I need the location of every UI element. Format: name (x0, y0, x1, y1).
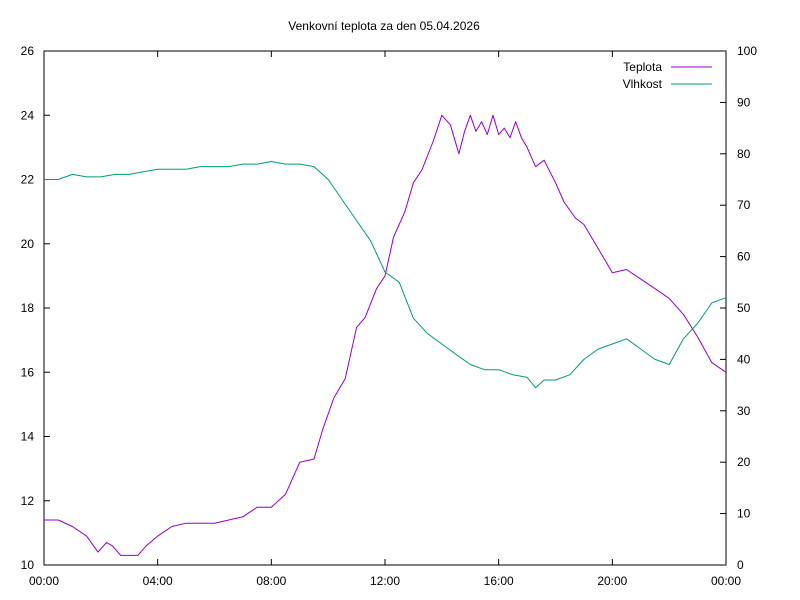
y-right-tick-label: 60 (737, 250, 751, 264)
y-right-tick-label: 30 (737, 404, 751, 418)
y-right-tick-label: 100 (737, 44, 757, 58)
x-tick-label: 20:00 (597, 574, 627, 588)
y-right-tick-label: 80 (737, 147, 751, 161)
y-left-tick-label: 24 (21, 108, 35, 122)
y-left-tick-label: 22 (21, 173, 35, 187)
y-left-tick-label: 10 (21, 558, 35, 572)
y-left-tick-label: 12 (21, 494, 35, 508)
x-tick-label: 12:00 (370, 574, 400, 588)
y-right-tick-label: 50 (737, 301, 751, 315)
y-right-tick-label: 10 (737, 507, 751, 521)
y-left-tick-label: 16 (21, 365, 35, 379)
x-tick-label: 00:00 (29, 574, 59, 588)
y-right-tick-label: 40 (737, 352, 751, 366)
left-axis: 10 12 14 16 18 20 22 24 26 (21, 44, 50, 572)
y-left-tick-label: 26 (21, 44, 35, 58)
y-left-tick-label: 14 (21, 430, 35, 444)
series-layer (44, 114, 727, 556)
legend-label-teplota: Teplota (623, 60, 662, 74)
y-right-tick-label: 70 (737, 198, 751, 212)
x-tick-label: 04:00 (143, 574, 173, 588)
x-tick-label: 00:00 (711, 574, 741, 588)
right-axis: 0 10 20 30 40 50 60 70 80 90 100 (720, 44, 757, 572)
plot-frame (43, 50, 727, 566)
y-right-tick-label: 0 (737, 558, 744, 572)
y-right-tick-label: 20 (737, 455, 751, 469)
y-right-tick-label: 90 (737, 95, 751, 109)
x-axis: 00:00 04:00 08:00 12:00 16:00 20:00 00:00 (29, 51, 741, 588)
series-line-vlhkost (44, 161, 727, 389)
y-left-tick-label: 20 (21, 237, 35, 251)
y-left-tick-label: 18 (21, 301, 35, 315)
chart-title: Venkovní teplota za den 05.04.2026 (288, 19, 480, 33)
series-line-teplota (44, 114, 727, 556)
legend-label-vlhkost: Vlhkost (623, 77, 663, 91)
x-tick-label: 08:00 (256, 574, 286, 588)
legend: Teplota Vlhkost (623, 60, 712, 91)
x-tick-label: 16:00 (484, 574, 514, 588)
